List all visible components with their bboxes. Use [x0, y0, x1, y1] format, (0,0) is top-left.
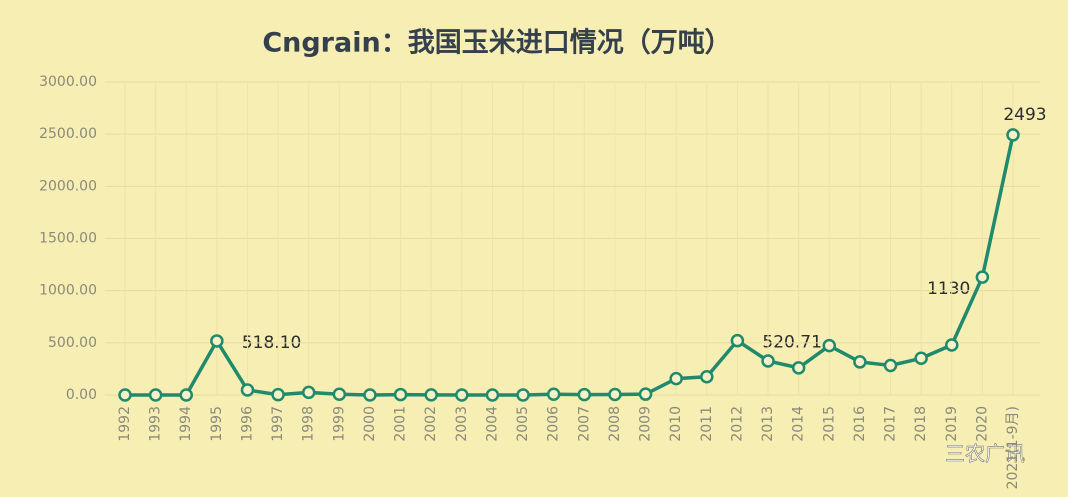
point	[883, 358, 898, 373]
x-tick-label: 2019	[944, 406, 960, 442]
y-tick-label: 1500.00	[39, 231, 97, 247]
point	[822, 338, 837, 353]
x-tick-label: 1996	[239, 406, 255, 442]
x-tick-label: 2015	[821, 406, 837, 442]
chart-title: Cngrain：我国玉米进口情况（万吨）	[262, 28, 731, 59]
x-tick-label: 1992	[117, 406, 133, 442]
point	[393, 387, 408, 402]
x-tick-label: 1994	[178, 406, 194, 442]
x-tick-label: 2012	[729, 406, 745, 442]
point	[669, 371, 683, 386]
x-tick-label: 2007	[576, 406, 592, 442]
point	[608, 387, 622, 402]
point	[1006, 128, 1020, 142]
x-tick-label: 2011	[699, 406, 715, 442]
x-tick-label: 2006	[546, 406, 562, 442]
point	[791, 361, 806, 375]
point	[363, 388, 377, 402]
point	[455, 388, 469, 402]
x-tick-label: 2014	[791, 406, 807, 442]
point	[148, 388, 163, 402]
x-tick-label: 2018	[913, 406, 929, 442]
x-tick-label: 2001	[393, 406, 409, 442]
x-tick-label: 2003	[454, 406, 470, 442]
y-tick-label: 3000.00	[39, 74, 97, 90]
point	[853, 355, 867, 369]
point	[424, 388, 438, 402]
point	[179, 388, 193, 402]
x-tick-label: 2017	[883, 406, 899, 442]
point	[240, 383, 255, 397]
point	[975, 270, 990, 284]
data-label: 2493	[1003, 105, 1046, 125]
y-tick-label: 2000.00	[39, 178, 97, 194]
point	[118, 388, 132, 402]
point	[914, 351, 928, 366]
y-tick-label: 0.00	[66, 387, 97, 403]
x-tick-label: 1997	[270, 406, 286, 442]
point	[210, 334, 224, 348]
x-tick-label: 2016	[852, 406, 868, 442]
x-tick-label: 2002	[423, 406, 439, 442]
watermark: 三农广讯	[945, 442, 1025, 466]
point	[700, 369, 714, 384]
point	[945, 338, 959, 352]
x-tick-label: 2010	[668, 406, 684, 442]
data-label: 1130	[927, 279, 970, 299]
x-tick-label: 1998	[301, 406, 317, 442]
x-tick-label: 1999	[331, 406, 347, 442]
x-tick-label: 2000	[362, 406, 378, 442]
point	[485, 388, 500, 402]
point	[271, 387, 285, 402]
x-tick-label: 2021(1-9月)	[1005, 406, 1021, 489]
x-tick-label: 2013	[760, 406, 776, 442]
point	[332, 387, 347, 402]
point	[730, 333, 745, 348]
point	[516, 388, 530, 402]
x-tick-label: 2008	[607, 406, 623, 442]
point	[761, 354, 775, 368]
x-tick-label: 2004	[484, 406, 500, 442]
point	[638, 387, 653, 401]
x-tick-label: 1993	[148, 406, 164, 442]
y-tick-label: 2500.00	[39, 126, 97, 142]
point	[546, 387, 561, 402]
x-tick-label: 2005	[515, 406, 531, 442]
y-tick-label: 1000.00	[39, 283, 97, 299]
x-tick-label: 1995	[209, 406, 225, 442]
x-tick-label: 2009	[638, 406, 654, 442]
point	[301, 385, 316, 400]
point	[577, 387, 592, 402]
x-tick-label: 2020	[974, 406, 990, 442]
y-tick-label: 500.00	[48, 335, 97, 351]
